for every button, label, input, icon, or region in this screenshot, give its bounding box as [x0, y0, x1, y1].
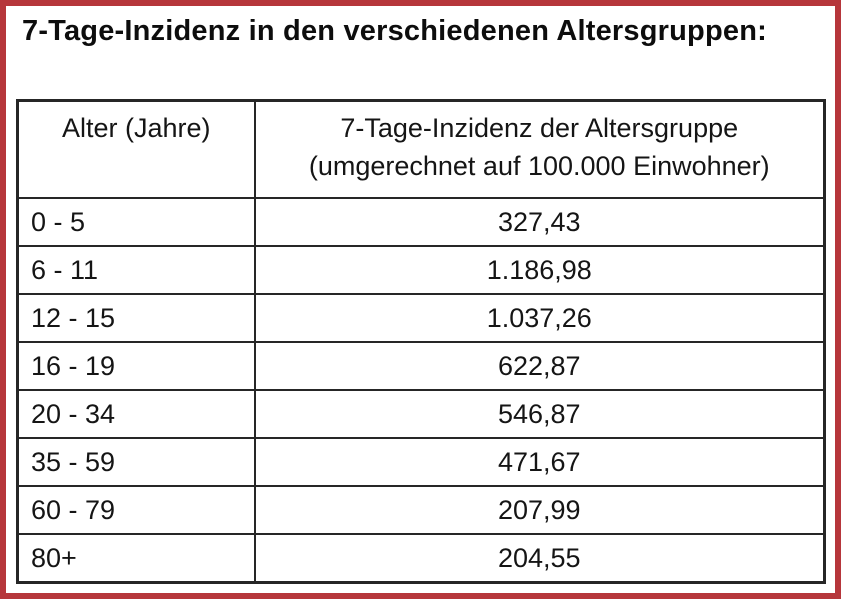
table-header-row: Alter (Jahre) 7-Tage-Inzidenz der Alters…: [16, 99, 826, 199]
incidence-cell: 471,67: [253, 437, 826, 487]
table-row: 16 - 19 622,87: [16, 341, 826, 391]
age-cell: 20 - 34: [16, 389, 256, 439]
age-cell: 12 - 15: [16, 293, 256, 343]
table-row: 80+ 204,55: [16, 533, 826, 584]
column-header-incidence-line2: (umgerechnet auf 100.000 Einwohner): [308, 151, 770, 181]
table-row: 0 - 5 327,43: [16, 197, 826, 247]
incidence-table: Alter (Jahre) 7-Tage-Inzidenz der Alters…: [16, 99, 826, 584]
column-header-incidence: 7-Tage-Inzidenz der Altersgruppe (umgere…: [253, 99, 826, 199]
incidence-cell: 1.186,98: [253, 245, 826, 295]
incidence-cell: 207,99: [253, 485, 826, 535]
incidence-cell: 204,55: [253, 533, 826, 584]
table-row: 60 - 79 207,99: [16, 485, 826, 535]
age-cell: 6 - 11: [16, 245, 256, 295]
incidence-cell: 622,87: [253, 341, 826, 391]
age-cell: 0 - 5: [16, 197, 256, 247]
table-row: 20 - 34 546,87: [16, 389, 826, 439]
table-row: 12 - 15 1.037,26: [16, 293, 826, 343]
age-cell: 16 - 19: [16, 341, 256, 391]
table-row: 35 - 59 471,67: [16, 437, 826, 487]
table-row: 6 - 11 1.186,98: [16, 245, 826, 295]
page: 7-Tage-Inzidenz in den verschiedenen Alt…: [6, 15, 835, 584]
table-body: 0 - 5 327,43 6 - 11 1.186,98 12 - 15 1.037,26…: [16, 197, 826, 584]
incidence-cell: 327,43: [253, 197, 826, 247]
incidence-cell: 546,87: [253, 389, 826, 439]
column-header-age: Alter (Jahre): [16, 99, 256, 199]
table-header: Alter (Jahre) 7-Tage-Inzidenz der Alters…: [16, 99, 826, 199]
age-cell: 80+: [16, 533, 256, 584]
page-title: 7-Tage-Inzidenz in den verschiedenen Alt…: [22, 15, 767, 47]
age-cell: 60 - 79: [16, 485, 256, 535]
age-cell: 35 - 59: [16, 437, 256, 487]
incidence-cell: 1.037,26: [253, 293, 826, 343]
column-header-incidence-line1: 7-Tage-Inzidenz der Altersgruppe: [340, 113, 739, 143]
